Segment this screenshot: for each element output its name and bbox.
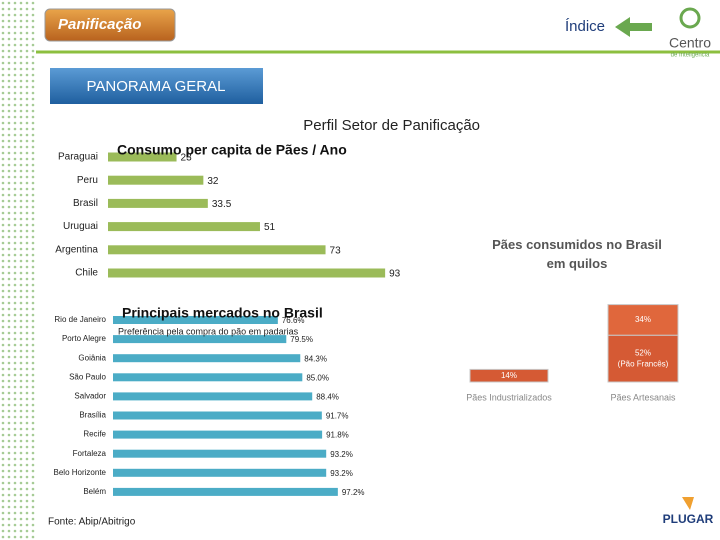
value-label: 93.2% [330,450,353,459]
brand-name: Centro [669,35,711,51]
page-title: Perfil Setor de Panificação [303,117,480,134]
bar [113,487,338,496]
value-label: 88.4% [316,393,339,402]
category-label: Recife [83,430,106,439]
value-label: 34% [635,315,651,324]
category-label: Argentina [55,244,98,255]
category-label: Belo Horizonte [54,468,107,477]
value-label: 93 [389,269,401,280]
section-title: PANORAMA GERAL [87,78,226,95]
value-label: 97.2% [342,488,365,497]
category-label: Fortaleza [73,449,107,458]
value-label: 23 [181,153,193,164]
bar [108,268,386,278]
value-label: 51 [264,222,276,233]
dot-border [0,0,36,540]
source: Fonte: Abip/Abitrigo [48,517,136,528]
bar [108,245,326,255]
category-label: Goiânia [78,353,106,362]
bar-segment [469,368,549,383]
bar [113,373,303,382]
bar [113,449,327,458]
bar [113,430,323,439]
bar [108,175,204,185]
category-label: Chile [75,268,98,279]
value-label: 73 [330,245,342,256]
bar [113,392,313,401]
category-label: Paraguai [58,152,98,163]
category-label: Belém [83,487,106,496]
bar [113,411,322,420]
chart-subtitle: Preferência pela compra do pão em padari… [118,326,299,336]
value-label: 79.5% [290,335,313,344]
value-label: 52% (Pão Francês) [618,349,669,369]
bar [113,468,327,477]
category-label: Rio de Janeiro [54,315,106,324]
section-box [50,68,263,104]
company-icon [682,497,694,510]
brand-icon [679,7,701,29]
value-label: 14% [501,371,517,380]
bar-segment [607,304,679,336]
value-label: 91.7% [326,412,349,421]
logo-box [44,8,176,42]
bar [113,354,301,363]
bar [108,198,208,208]
bar-segment [607,334,679,383]
category-label: Uruguai [63,221,98,232]
brand-sub: de Inteligência [671,53,710,59]
category-label: Porto Alegre [62,334,107,343]
chart-title: Principais mercados no Brasil [122,305,323,321]
logo-text: Panificação [58,16,141,33]
back-arrow[interactable] [615,17,652,37]
value-label: 85.0% [306,373,329,382]
chart-title: Pães consumidos no Brasil em quilos [492,237,662,271]
value-label: 32 [207,176,219,187]
company-name: PLUGAR [663,512,714,526]
bar [108,152,177,162]
bar [108,222,260,232]
category-label: Pães Industrializados [466,392,552,402]
value-label: 33.5 [212,199,232,210]
category-label: Brasil [73,198,98,209]
category-label: Salvador [74,392,106,401]
bar [113,316,278,324]
category-label: Peru [77,175,98,186]
category-label: São Paulo [69,372,106,381]
value-label: 76.6% [282,316,305,325]
value-label: 93.2% [330,469,353,478]
chart-title: Consumo per capita de Pães / Ano [117,142,347,158]
value-label: 84.3% [304,354,327,363]
index-link[interactable]: Índice [565,18,605,35]
category-label: Brasília [79,411,106,420]
bar [113,335,287,344]
category-label: Pães Artesanais [610,392,676,402]
value-label: 91.8% [326,431,349,440]
